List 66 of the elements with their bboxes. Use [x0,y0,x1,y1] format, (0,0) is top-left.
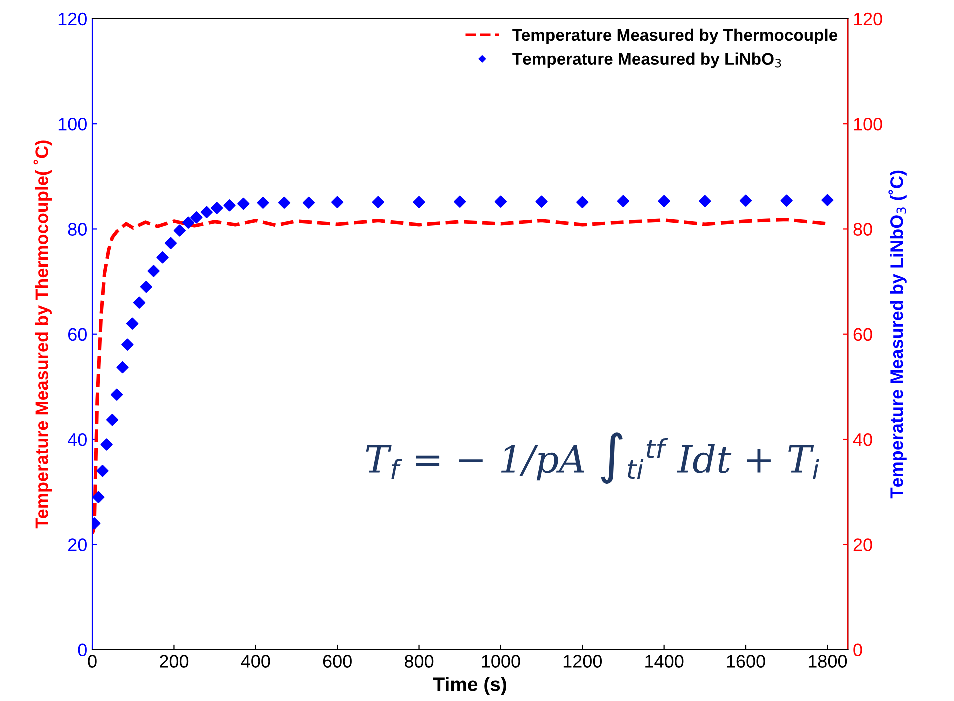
y2-tick-label: 0 [854,644,862,657]
x-tick-label: 800 [404,655,434,668]
point [372,196,385,208]
y2-tick-label: 60 [854,328,872,342]
legend-label: Temperature Measured by Thermocouple [512,28,838,44]
point [100,438,113,451]
point [174,224,186,237]
point [148,265,160,278]
point [106,414,119,426]
y-tick-label: 20 [68,538,87,552]
point [156,252,169,264]
x-tick-label: 600 [323,655,352,668]
point [224,199,236,212]
point [536,196,548,208]
y2-axis-title: Temperature Measured by LiNbO$_{3}$ (˚C) [888,170,907,499]
y2-tick-label: 80 [854,223,872,236]
y-tick-label: 60 [68,328,87,342]
x-tick-label: 400 [241,655,270,668]
x-tick-label: 1000 [482,655,520,668]
point [617,195,630,208]
point [164,237,178,250]
point [413,196,426,208]
point [494,196,508,208]
point [182,216,195,229]
point [211,202,224,214]
point [200,206,213,218]
point [822,194,834,206]
y-tick-label: 100 [58,118,87,131]
point [740,194,752,207]
point [92,491,105,504]
y-tick-label: 0 [78,644,87,657]
x-tick-label: 0 [88,655,97,668]
y-tick-label: 40 [68,433,87,446]
point [454,196,466,208]
point [122,338,134,351]
y-tick-label: 120 [58,12,87,26]
point [332,196,344,208]
point [190,212,203,224]
point [140,280,153,294]
annotation: T$_{f}$ = − 1/pA ∫$_{ti}$$^{tf}$ Idt + T$_{i}$ [366,432,820,484]
x-axis-title: Time (s) [433,677,506,696]
legend-label: Temperature Measured by LiNbO$_{3}$ [512,52,782,68]
y2-tick-label: 40 [853,433,872,446]
point [257,196,270,210]
x-tick-label: 1200 [564,655,602,668]
point [278,196,291,210]
y2-tick-label: 20 [854,538,872,552]
y2-tick-label: 120 [854,12,882,26]
point [658,195,670,208]
point [238,198,250,210]
point [302,196,316,210]
y2-tick-label: 100 [854,118,882,131]
point [576,196,589,208]
point [780,194,793,207]
y-axis-title: Temperature Measured by Thermocouple( ˚C) [34,140,52,529]
point [96,465,109,478]
x-tick-label: 1600 [727,655,766,668]
point [110,388,124,401]
point [126,318,139,330]
point [116,361,129,374]
x-tick-label: 200 [160,655,189,668]
x-tick-label: 1800 [808,655,848,668]
x-tick-label: 1400 [646,655,684,668]
point [133,296,146,309]
point [699,195,712,208]
y-tick-label: 80 [68,223,87,236]
